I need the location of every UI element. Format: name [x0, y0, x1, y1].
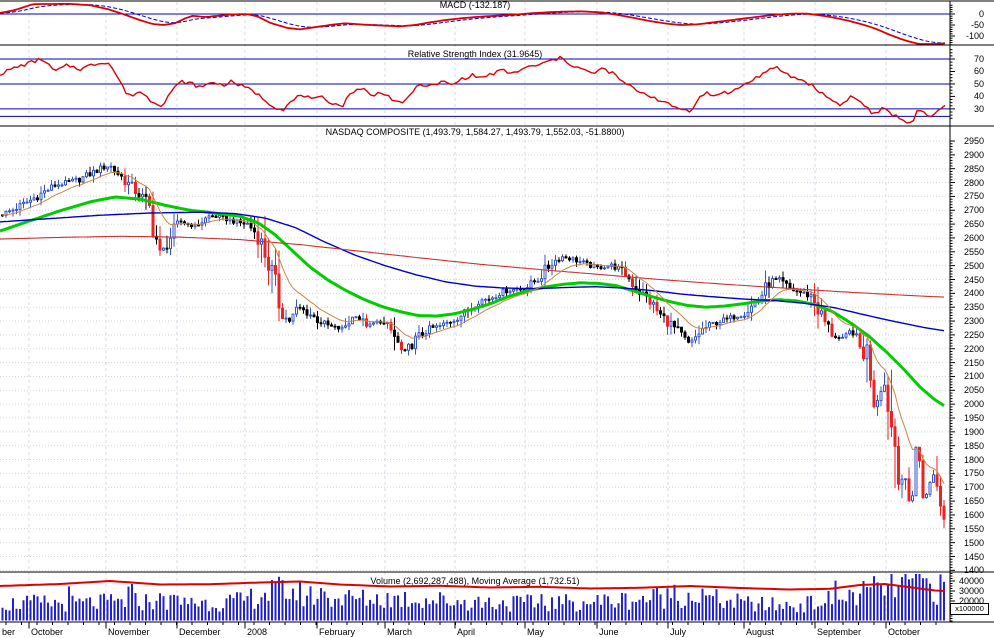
volume-scale-multiplier: x100000: [950, 603, 989, 615]
price-axis-label: 2850: [963, 163, 984, 174]
price-axis-label: 2250: [963, 329, 984, 340]
price-axis-label: 2800: [963, 177, 984, 188]
x-axis-month-label: February: [319, 627, 356, 637]
price-axis-label: 2350: [963, 302, 984, 313]
price-axis-label: 1900: [963, 426, 984, 437]
price-axis-label: 1500: [963, 537, 984, 548]
price-axis-label: 2050: [963, 385, 984, 396]
volume-axis-label: 30000: [958, 586, 984, 596]
price-axis-label: 1450: [963, 551, 984, 562]
rsi-axis-label: 60: [973, 66, 984, 77]
price-axis-label: 1400: [963, 565, 984, 576]
price-axis-label: 2450: [963, 274, 984, 285]
volume-panel-title: Volume (2,692,287,488), Moving Average (…: [370, 576, 580, 586]
price-axis-label: 1950: [963, 413, 984, 423]
price-axis-label: 1550: [963, 523, 984, 534]
macd-axis-label: -50: [970, 20, 984, 30]
price-axis-label: 1850: [963, 440, 984, 451]
x-axis-month-label: October: [31, 627, 64, 637]
volume-axis-label: 20000: [958, 596, 984, 606]
price-axis-label: 2300: [963, 316, 984, 327]
price-axis-label: 1750: [963, 468, 984, 479]
price-axis-label: 1650: [963, 496, 984, 507]
price-axis-label: 2500: [963, 260, 984, 271]
x-axis-month-label: 2008: [247, 627, 268, 637]
price-axis-label: 2000: [963, 399, 984, 410]
x-axis-month-label: ber: [2, 627, 16, 637]
rsi-axis-label: 30: [973, 103, 984, 114]
price-axis-label: 2100: [963, 371, 984, 382]
x-axis-month-label: July: [670, 627, 687, 637]
rsi-axis-label: 40: [973, 91, 984, 102]
x-axis-month-label: August: [746, 627, 775, 637]
x-axis-month-label: June: [599, 627, 619, 637]
price-axis-label: 2650: [963, 219, 984, 230]
x-axis-month-label: April: [457, 627, 476, 637]
x-axis-month-label: October: [888, 627, 921, 637]
price-axis-label: 2700: [963, 205, 984, 216]
price-axis-label: 2900: [963, 149, 984, 160]
rsi-axis-label: 70: [973, 54, 984, 64]
rsi-panel-title: Relative Strength Index (31.9645): [407, 49, 543, 59]
x-axis-month-label: November: [108, 627, 150, 637]
x-axis-month-label: March: [387, 627, 413, 637]
macd-axis-label: 0: [978, 9, 984, 19]
macd-panel-title: MACD (-132.187): [439, 0, 511, 10]
price-axis-label: 2600: [963, 232, 984, 243]
price-axis-label: 1600: [963, 509, 984, 520]
price-axis-label: 2200: [963, 343, 984, 354]
price-axis-label: 1700: [963, 482, 984, 493]
volume-axis-label: 40000: [958, 576, 984, 586]
price-axis-label: 2950: [963, 136, 984, 146]
x-axis-month-label: May: [527, 627, 545, 637]
price-axis-label: 2150: [963, 357, 984, 368]
price-axis-label: 2400: [963, 288, 984, 299]
x-axis-month-label: September: [817, 627, 862, 637]
price-axis-label: 2750: [963, 191, 984, 202]
price-panel-title: NASDAQ COMPOSITE (1,493.79, 1,584.27, 1,…: [325, 127, 625, 137]
price-axis-label: 1800: [963, 454, 984, 465]
macd-axis-label: -100: [965, 31, 984, 41]
price-axis-label: 2550: [963, 246, 984, 257]
x-axis-month-label: December: [179, 627, 221, 637]
rsi-axis-label: 50: [973, 78, 984, 89]
